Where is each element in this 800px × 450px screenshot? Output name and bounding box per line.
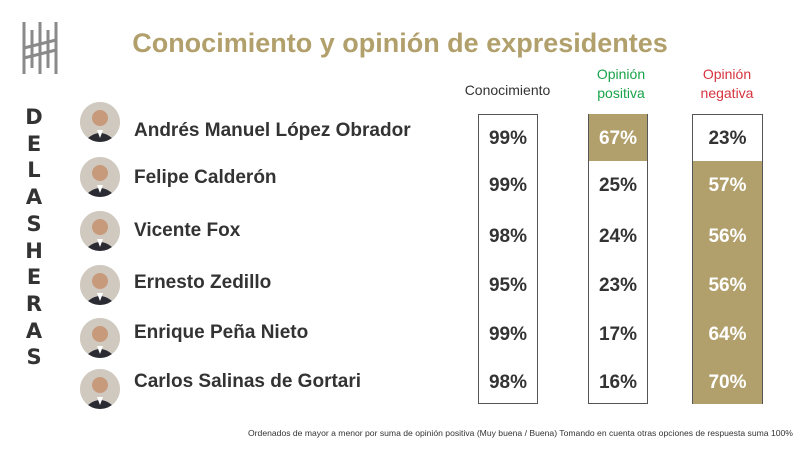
- value-negativa: 56%: [708, 226, 747, 247]
- value-conocimiento: 99%: [488, 175, 528, 196]
- side-letter: D: [25, 105, 43, 129]
- header-line: Opinión: [702, 66, 752, 82]
- side-letter: S: [26, 211, 42, 236]
- avatar: [80, 211, 120, 251]
- side-letter: E: [26, 265, 42, 290]
- side-letter: H: [25, 238, 43, 263]
- president-name: Felipe Calderón: [134, 167, 277, 188]
- president-name: Carlos Salinas de Gortari: [134, 371, 362, 392]
- value-negativa: 23%: [708, 128, 747, 149]
- header-opinion-positiva: Opinión positiva: [580, 65, 662, 103]
- avatar: [80, 318, 120, 358]
- footnote: Ordenados de mayor a menor por suma de o…: [248, 428, 793, 438]
- value-positiva: 23%: [598, 275, 638, 296]
- value-negativa: 64%: [708, 324, 747, 345]
- page-title: Conocimiento y opinión de expresidentes: [132, 28, 668, 58]
- header-line: Opinión: [596, 66, 646, 82]
- value-positiva: 16%: [598, 372, 638, 393]
- side-letter: R: [25, 291, 43, 316]
- value-conocimiento: 95%: [488, 275, 528, 296]
- side-letter: L: [27, 158, 41, 183]
- highlight-fill: [693, 357, 762, 404]
- value-conocimiento: 99%: [488, 128, 528, 149]
- header-conocimiento: Conocimiento: [464, 82, 551, 98]
- value-conocimiento: 99%: [488, 324, 528, 345]
- president-name: Vicente Fox: [134, 220, 241, 241]
- value-negativa: 57%: [708, 175, 747, 196]
- side-letter: A: [25, 318, 43, 343]
- column-conocimiento: [478, 114, 538, 404]
- highlight-fill: [693, 210, 762, 259]
- side-letter: E: [26, 131, 42, 156]
- value-positiva: 24%: [598, 226, 638, 247]
- value-positiva: 25%: [598, 175, 638, 196]
- value-positiva: 17%: [598, 324, 638, 345]
- president-name: Andrés Manuel López Obrador: [134, 120, 411, 141]
- president-name: Ernesto Zedillo: [134, 272, 272, 293]
- avatar: [80, 102, 120, 142]
- value-conocimiento: 98%: [488, 226, 528, 247]
- logo-icon: [22, 22, 58, 74]
- side-letters: D E L A S H E R A S: [22, 104, 46, 371]
- highlight-fill: [589, 114, 647, 161]
- highlight-fill: [693, 161, 762, 210]
- highlight-fill: [693, 309, 762, 357]
- value-conocimiento: 98%: [488, 372, 528, 393]
- value-positiva: 67%: [598, 128, 638, 149]
- header-opinion-negativa: Opinión negativa: [686, 65, 768, 103]
- header-line: negativa: [700, 85, 754, 101]
- avatar: [80, 369, 120, 409]
- highlight-fill: [693, 259, 762, 309]
- avatar: [80, 157, 120, 197]
- value-negativa: 70%: [708, 372, 747, 393]
- header-line: positiva: [597, 85, 645, 101]
- side-letter: S: [26, 345, 42, 370]
- avatar: [80, 265, 120, 305]
- value-negativa: 56%: [708, 275, 747, 296]
- president-name: Enrique Peña Nieto: [134, 322, 309, 343]
- side-letter: A: [25, 185, 43, 210]
